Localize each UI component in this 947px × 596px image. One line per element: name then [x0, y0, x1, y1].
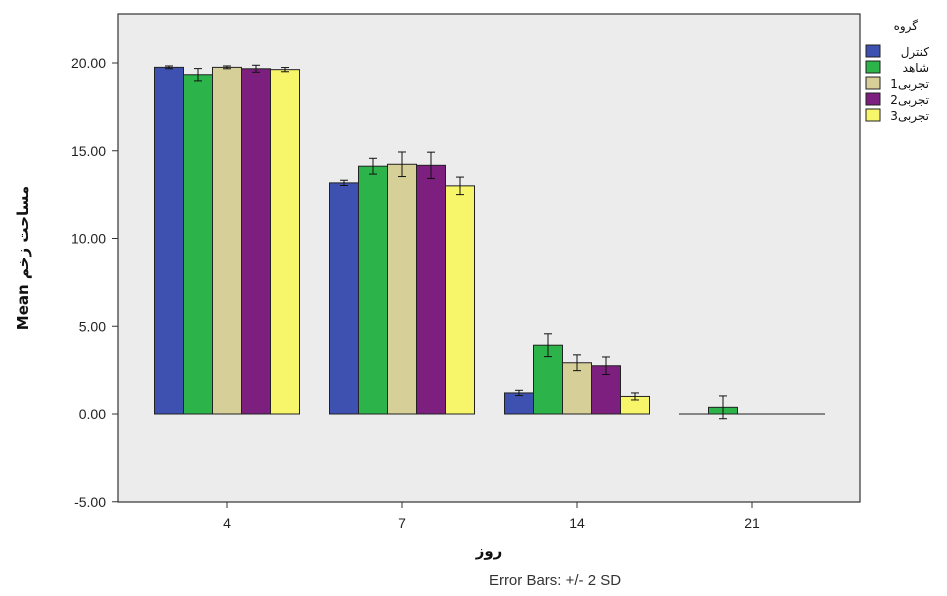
y-tick-label: 10.00	[71, 231, 106, 247]
y-tick-label: 0.00	[79, 406, 106, 422]
bar	[504, 392, 534, 415]
x-tick-label: 4	[223, 515, 231, 531]
y-tick-label: 20.00	[71, 55, 106, 71]
legend-swatch	[865, 76, 881, 90]
legend-swatch	[865, 60, 881, 74]
bar	[387, 163, 417, 415]
x-tick-label: 7	[398, 515, 406, 531]
bar	[154, 66, 184, 415]
bar	[212, 66, 242, 415]
legend-label: تجربی1	[890, 77, 929, 92]
legend-label: تجربی2	[890, 93, 929, 108]
x-tick-label: 14	[569, 515, 585, 531]
y-tick-label: 5.00	[79, 318, 106, 334]
bar	[329, 182, 359, 415]
bar	[416, 164, 446, 415]
bar	[241, 68, 271, 415]
legend-swatch	[865, 44, 881, 58]
legend-title: گروه	[894, 19, 919, 34]
legend-swatch	[865, 92, 881, 106]
y-tick-label: -5.00	[74, 494, 106, 510]
y-tick-label: 15.00	[71, 143, 106, 159]
bar	[183, 74, 213, 415]
legend-swatch	[865, 108, 881, 122]
legend-label: تجربی3	[890, 109, 929, 124]
x-tick-label: 21	[744, 515, 760, 531]
bar	[270, 69, 300, 415]
x-axis-title: روز	[475, 542, 503, 560]
bar	[445, 185, 475, 415]
legend-label: کنترل	[901, 45, 930, 60]
footnote: Error Bars: +/- 2 SD	[489, 572, 621, 589]
bar	[358, 165, 388, 415]
legend-label: شاهد	[903, 61, 929, 75]
y-axis-title: Mean مساحت زخم	[14, 186, 32, 330]
